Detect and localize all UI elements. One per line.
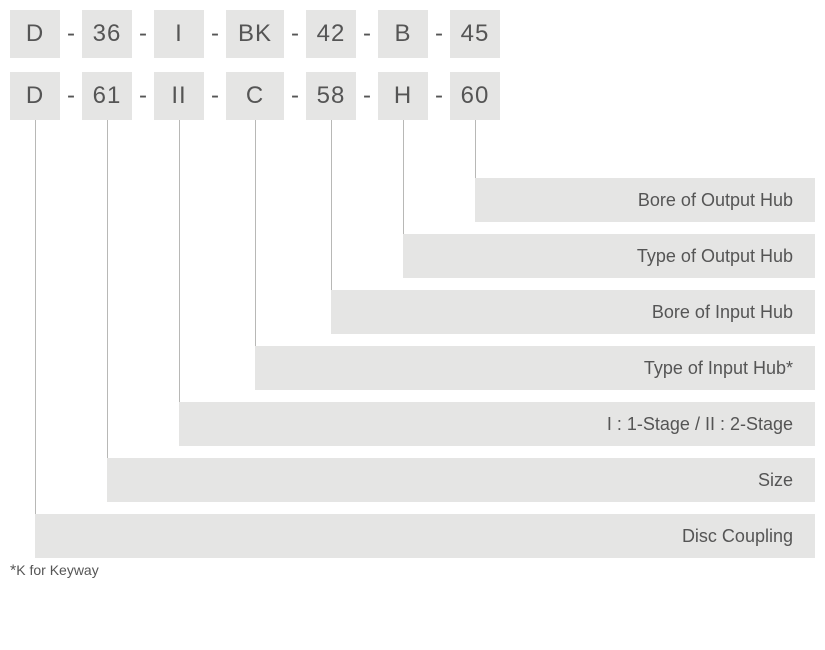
dash: - (204, 72, 226, 120)
connector-line-s3 (255, 120, 256, 346)
dash: - (60, 72, 82, 120)
description-s6: Bore of Output Hub (475, 178, 815, 222)
description-s1: Size (107, 458, 815, 502)
dash: - (428, 72, 450, 120)
dash: - (428, 10, 450, 58)
dash: - (356, 72, 378, 120)
segment-s1-row2: 61 (82, 72, 132, 120)
description-s2: I : 1-Stage / II : 2-Stage (179, 402, 815, 446)
dash: - (60, 10, 82, 58)
segment-s2-row1: I (154, 10, 204, 58)
segment-s0-row2: D (10, 72, 60, 120)
segment-s1-row1: 36 (82, 10, 132, 58)
dash: - (356, 10, 378, 58)
dash: - (132, 10, 154, 58)
dash: - (132, 72, 154, 120)
code-row-2: D-61-II-C-58-H-60 (10, 72, 500, 120)
connector-line-s4 (331, 120, 332, 290)
segment-s5-row1: B (378, 10, 428, 58)
segment-s6-row1: 45 (450, 10, 500, 58)
segment-s3-row2: C (226, 72, 284, 120)
connector-line-s1 (107, 120, 108, 458)
connector-line-s6 (475, 120, 476, 178)
segment-s4-row1: 42 (306, 10, 356, 58)
footnote: *K for Keyway (10, 562, 99, 580)
dash: - (204, 10, 226, 58)
segment-s0-row1: D (10, 10, 60, 58)
connector-line-s5 (403, 120, 404, 234)
description-s3: Type of Input Hub* (255, 346, 815, 390)
segment-s3-row1: BK (226, 10, 284, 58)
description-s0: Disc Coupling (35, 514, 815, 558)
segment-s2-row2: II (154, 72, 204, 120)
code-row-1: D-36-I-BK-42-B-45 (10, 10, 500, 58)
description-s4: Bore of Input Hub (331, 290, 815, 334)
connector-line-s0 (35, 120, 36, 514)
segment-s6-row2: 60 (450, 72, 500, 120)
segment-s5-row2: H (378, 72, 428, 120)
dash: - (284, 72, 306, 120)
segment-s4-row2: 58 (306, 72, 356, 120)
description-s5: Type of Output Hub (403, 234, 815, 278)
dash: - (284, 10, 306, 58)
connector-line-s2 (179, 120, 180, 402)
